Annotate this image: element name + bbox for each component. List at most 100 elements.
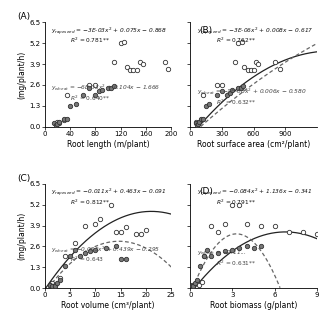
Point xyxy=(237,245,242,251)
Point xyxy=(73,241,78,246)
Point xyxy=(88,249,93,254)
Point xyxy=(253,60,258,65)
Point xyxy=(195,277,200,283)
Point xyxy=(242,65,247,70)
Point xyxy=(251,245,256,251)
Point xyxy=(80,92,85,97)
Point xyxy=(118,257,123,262)
Point xyxy=(61,116,66,121)
Text: $R^2$ = 0.640**: $R^2$ = 0.640** xyxy=(70,93,110,102)
Text: $R^2$ = 0.643: $R^2$ = 0.643 xyxy=(70,255,104,264)
Point xyxy=(62,263,68,268)
Point xyxy=(197,263,203,268)
Point xyxy=(240,84,245,89)
Point xyxy=(83,223,88,228)
Point xyxy=(62,253,68,259)
Point xyxy=(57,276,62,281)
Point xyxy=(244,221,249,227)
Text: $R^2$ = 0.781**: $R^2$ = 0.781** xyxy=(70,36,110,45)
Point xyxy=(238,85,244,91)
Point xyxy=(219,82,224,87)
Point xyxy=(200,92,205,97)
Point xyxy=(56,121,61,126)
Point xyxy=(190,284,195,289)
Point xyxy=(93,92,98,97)
Point xyxy=(225,92,230,97)
Point xyxy=(118,41,123,46)
Point xyxy=(228,90,233,95)
Point xyxy=(93,82,98,87)
Point xyxy=(103,245,108,251)
Point xyxy=(68,253,73,259)
Point xyxy=(207,101,212,107)
Point xyxy=(106,85,111,91)
Point xyxy=(64,116,69,121)
Point xyxy=(204,103,209,108)
Point xyxy=(314,231,319,236)
Text: $R^2$ = 0.631**: $R^2$ = 0.631** xyxy=(216,259,256,268)
Point xyxy=(195,281,200,286)
Text: (A): (A) xyxy=(17,12,30,21)
Point xyxy=(123,257,128,262)
Y-axis label: (mg/plant/h): (mg/plant/h) xyxy=(18,212,27,260)
X-axis label: Root volume (cm³/plant): Root volume (cm³/plant) xyxy=(61,301,155,310)
Point xyxy=(216,229,221,235)
Point xyxy=(286,229,291,235)
Point xyxy=(223,249,228,254)
Point xyxy=(140,61,145,67)
Text: $y_{rapeseed}$ = $-$0.084$x^2$ + 1.136$x$ $-$ 0.341: $y_{rapeseed}$ = $-$0.084$x^2$ + 1.136$x… xyxy=(196,187,312,198)
X-axis label: Root biomass (g/plant): Root biomass (g/plant) xyxy=(210,301,297,310)
Text: $R^2$ = 0.762**: $R^2$ = 0.762** xyxy=(216,36,255,45)
Point xyxy=(204,247,210,252)
Point xyxy=(54,122,59,127)
Point xyxy=(277,66,283,71)
Point xyxy=(138,231,143,236)
Point xyxy=(74,101,79,107)
Point xyxy=(55,281,60,286)
Point xyxy=(108,202,113,207)
Point xyxy=(198,116,204,121)
Point xyxy=(272,60,277,65)
Point xyxy=(232,60,237,65)
Text: $y_{rapeseed}$ = $-$3E-06$x^2$ + 0.008$x$ $-$ 0.617: $y_{rapeseed}$ = $-$3E-06$x^2$ + 0.008$x… xyxy=(196,26,313,37)
Point xyxy=(96,89,101,94)
Point xyxy=(55,119,60,124)
Text: $R^2$ = 0.632**: $R^2$ = 0.632** xyxy=(216,97,256,107)
Text: $y_{wheat}$ = $-$0.015$x^2$ + 0.439$x$ $-$ 0.295: $y_{wheat}$ = $-$0.015$x^2$ + 0.439$x$ $… xyxy=(51,244,160,254)
Point xyxy=(98,217,103,222)
Point xyxy=(198,117,204,123)
Point xyxy=(219,89,224,94)
Point xyxy=(50,281,55,286)
Point xyxy=(112,60,117,65)
Point xyxy=(248,68,253,73)
Text: $R^2$ = 0.791**: $R^2$ = 0.791** xyxy=(216,197,255,207)
Point xyxy=(202,253,207,259)
Point xyxy=(55,122,60,127)
Point xyxy=(230,247,235,252)
Point xyxy=(251,68,256,73)
Point xyxy=(244,244,249,249)
Point xyxy=(235,41,240,46)
Point xyxy=(133,231,139,236)
Y-axis label: (mg/plant/h): (mg/plant/h) xyxy=(18,50,27,99)
Point xyxy=(123,225,128,230)
Point xyxy=(230,87,235,92)
Point xyxy=(57,277,62,283)
Point xyxy=(73,247,78,252)
Point xyxy=(68,103,73,108)
Point xyxy=(202,253,207,259)
Point xyxy=(137,60,142,65)
Point xyxy=(239,39,244,44)
Point xyxy=(214,92,219,97)
Point xyxy=(61,117,66,123)
X-axis label: Root surface area (cm²/plant): Root surface area (cm²/plant) xyxy=(197,140,310,148)
Point xyxy=(193,119,198,124)
Point xyxy=(258,223,263,228)
Point xyxy=(195,122,200,127)
Point xyxy=(163,60,168,65)
Point xyxy=(143,228,148,233)
Point xyxy=(47,282,52,287)
Point xyxy=(214,82,219,87)
Point xyxy=(194,121,199,126)
Point xyxy=(118,229,123,235)
